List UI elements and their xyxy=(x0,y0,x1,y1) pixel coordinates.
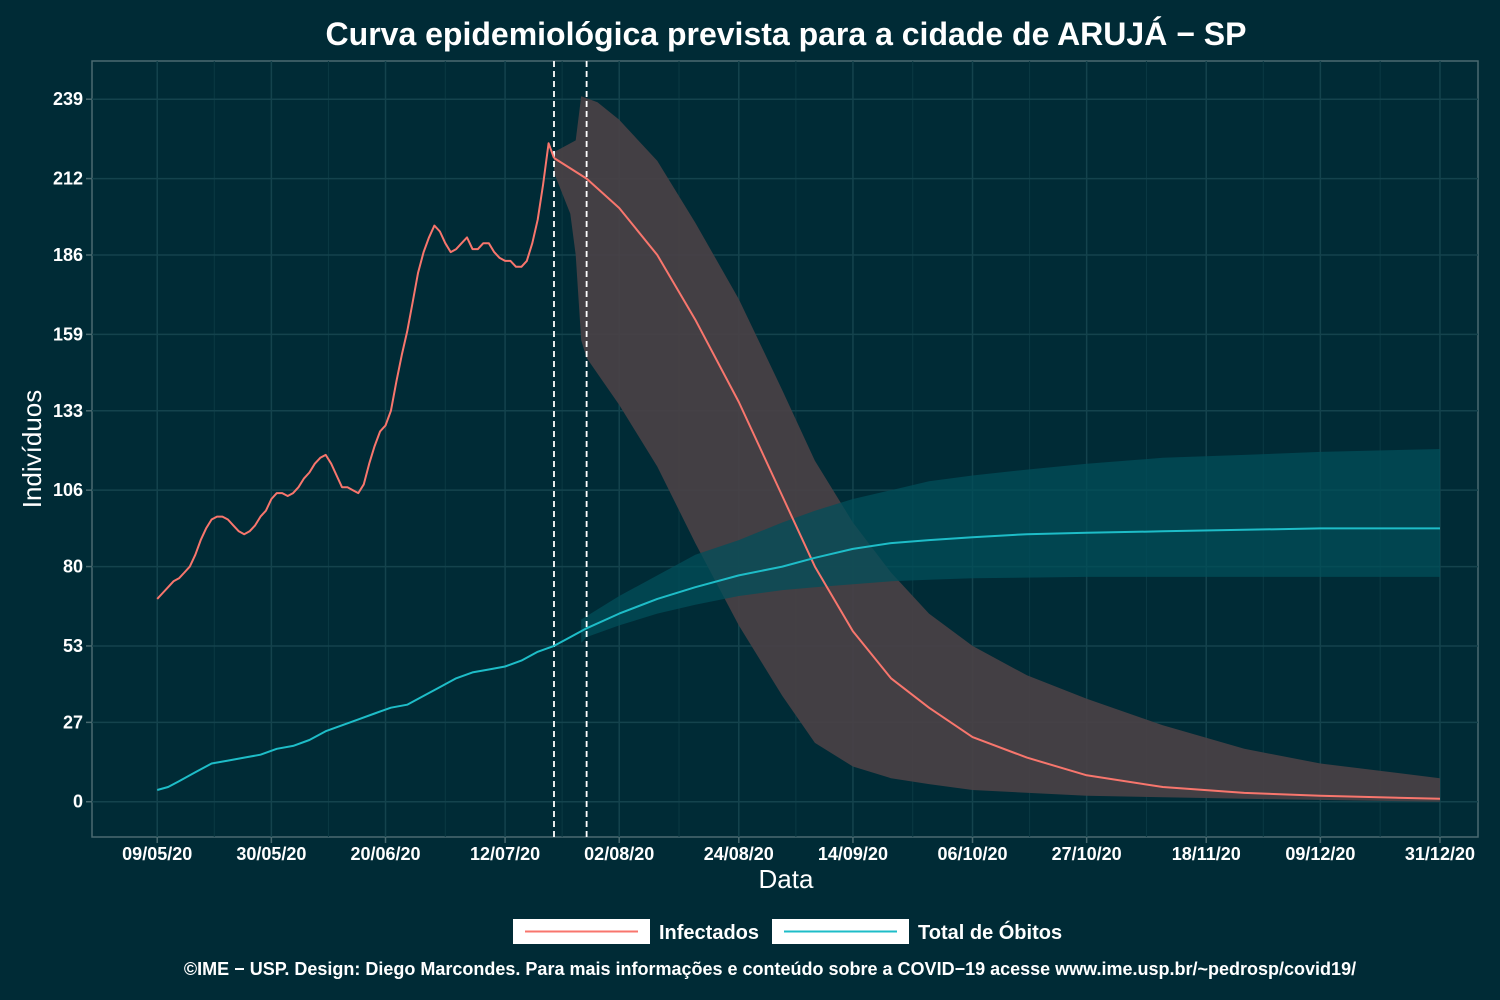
band-obitos xyxy=(581,449,1440,643)
plot-area xyxy=(91,60,1479,838)
x-tick-label: 06/10/20 xyxy=(937,844,1007,864)
y-tick-label: 239 xyxy=(53,89,83,109)
y-tick-label: 27 xyxy=(63,712,83,732)
legend-item-infectados: Infectados xyxy=(513,919,759,944)
band-infectados xyxy=(554,96,1440,802)
x-tick-label: 09/12/20 xyxy=(1285,844,1355,864)
line-projected-infectados xyxy=(553,157,1441,800)
line-projected-obitos xyxy=(553,527,1440,647)
legend-label-infectados: Infectados xyxy=(659,922,759,944)
x-tick-label: 27/10/20 xyxy=(1052,844,1122,864)
x-tick-label: 18/11/20 xyxy=(1172,844,1241,864)
x-axis-label: Data xyxy=(759,864,814,894)
legend-item-obitos: Total de Óbitos xyxy=(772,919,1062,944)
line-observed-infectados xyxy=(156,142,555,600)
x-tick-label: 24/08/20 xyxy=(704,844,774,864)
y-tick-label: 133 xyxy=(53,401,83,421)
y-tick-label: 159 xyxy=(53,324,83,344)
legend: Infectados Total de Óbitos xyxy=(513,919,1062,944)
series-lines xyxy=(156,142,1441,800)
footer-caption: ©IME − USP. Design: Diego Marcondes. Par… xyxy=(184,959,1356,979)
x-tick-label: 09/05/20 xyxy=(122,844,192,864)
x-tick-label: 02/08/20 xyxy=(584,844,654,864)
x-tick-label: 31/12/20 xyxy=(1405,844,1475,864)
line-observed-obitos xyxy=(156,644,555,791)
y-axis-label: Indivíduos xyxy=(17,390,47,509)
confidence-bands xyxy=(554,96,1440,802)
y-tick-label: 212 xyxy=(53,169,83,189)
y-tick-label: 106 xyxy=(53,480,83,500)
y-axis-ticks: 0 27 53 80 106 133 159 186 212 239 xyxy=(53,89,92,812)
x-tick-label: 20/06/20 xyxy=(350,844,420,864)
x-tick-label: 14/09/20 xyxy=(818,844,888,864)
chart-title: Curva epidemiológica prevista para a cid… xyxy=(326,16,1247,52)
y-tick-label: 0 xyxy=(73,792,83,812)
x-tick-label: 12/07/20 xyxy=(470,844,540,864)
x-tick-label: 30/05/20 xyxy=(236,844,306,864)
y-tick-label: 186 xyxy=(53,245,83,265)
legend-label-obitos: Total de Óbitos xyxy=(918,920,1062,944)
x-axis-ticks: 09/05/20 30/05/20 20/06/20 12/07/20 02/08/20… xyxy=(122,837,1475,864)
y-tick-label: 53 xyxy=(63,636,83,656)
y-tick-label: 80 xyxy=(63,557,83,577)
